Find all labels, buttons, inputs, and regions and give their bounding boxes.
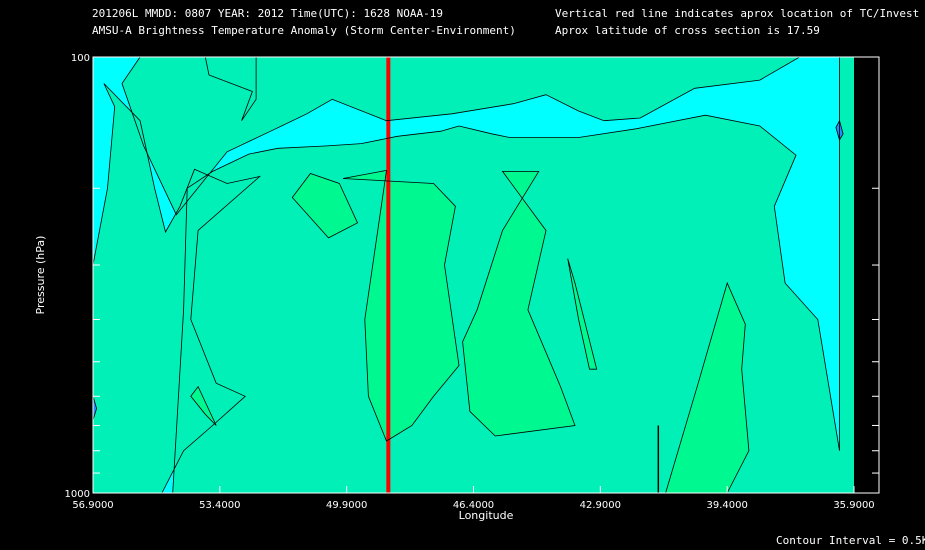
- contour-green-1: [342, 169, 460, 442]
- contour-green-5: [291, 173, 359, 239]
- region-blue-2: [93, 396, 97, 420]
- region-green-2: [462, 171, 575, 436]
- x-tick-label: 39.4000: [706, 500, 747, 511]
- contour-field-left: [92, 83, 262, 494]
- x-tick-label: 56.9000: [72, 500, 113, 511]
- right-margin: [854, 57, 879, 493]
- x-tick-label: 42.9000: [580, 500, 621, 511]
- title-line2-right: Aprox latitude of cross section is 17.59: [555, 24, 820, 37]
- title-line1-right: Vertical red line indicates aprox locati…: [555, 7, 920, 20]
- plot-area: [93, 57, 879, 493]
- axes: 56.9000 53.4000 49.9000 46.4000 42.9000 39.40…: [65, 53, 880, 511]
- region-green-4: [665, 283, 749, 493]
- region-green-5: [292, 173, 358, 238]
- region-green-1: [343, 170, 459, 441]
- contour-green-4: [665, 281, 750, 494]
- region-field-left: [93, 83, 260, 493]
- y-tick-label: 100: [71, 53, 90, 64]
- x-tick-label: 46.4000: [453, 500, 494, 511]
- plot-frame: [92, 56, 880, 494]
- contour-green-6: [190, 385, 217, 426]
- contour-interval-label: Contour Interval = 0.5K: [776, 534, 925, 547]
- region-field-upper: [205, 57, 257, 121]
- x-tick-label: 49.9000: [326, 500, 367, 511]
- x-tick-label: 35.9000: [833, 500, 874, 511]
- contour-blue-1: [835, 119, 844, 142]
- y-tick-label: 1000: [65, 489, 90, 500]
- contour-cyan-band: [92, 56, 840, 494]
- x-tick-label: 53.4000: [199, 500, 240, 511]
- title-line1-left: 201206L MMDD: 0807 YEAR: 2012 Time(UTC):…: [92, 7, 443, 20]
- contour-green-3: [567, 258, 598, 370]
- contour-green-2: [462, 170, 576, 437]
- region-green-6: [190, 386, 217, 426]
- y-axis-title: Pressure (hPa): [34, 236, 47, 315]
- x-axis-title: Longitude: [459, 509, 514, 522]
- contour-lines: [92, 56, 844, 494]
- title-line2-left: AMSU-A Brightness Temperature Anomaly (S…: [92, 24, 516, 37]
